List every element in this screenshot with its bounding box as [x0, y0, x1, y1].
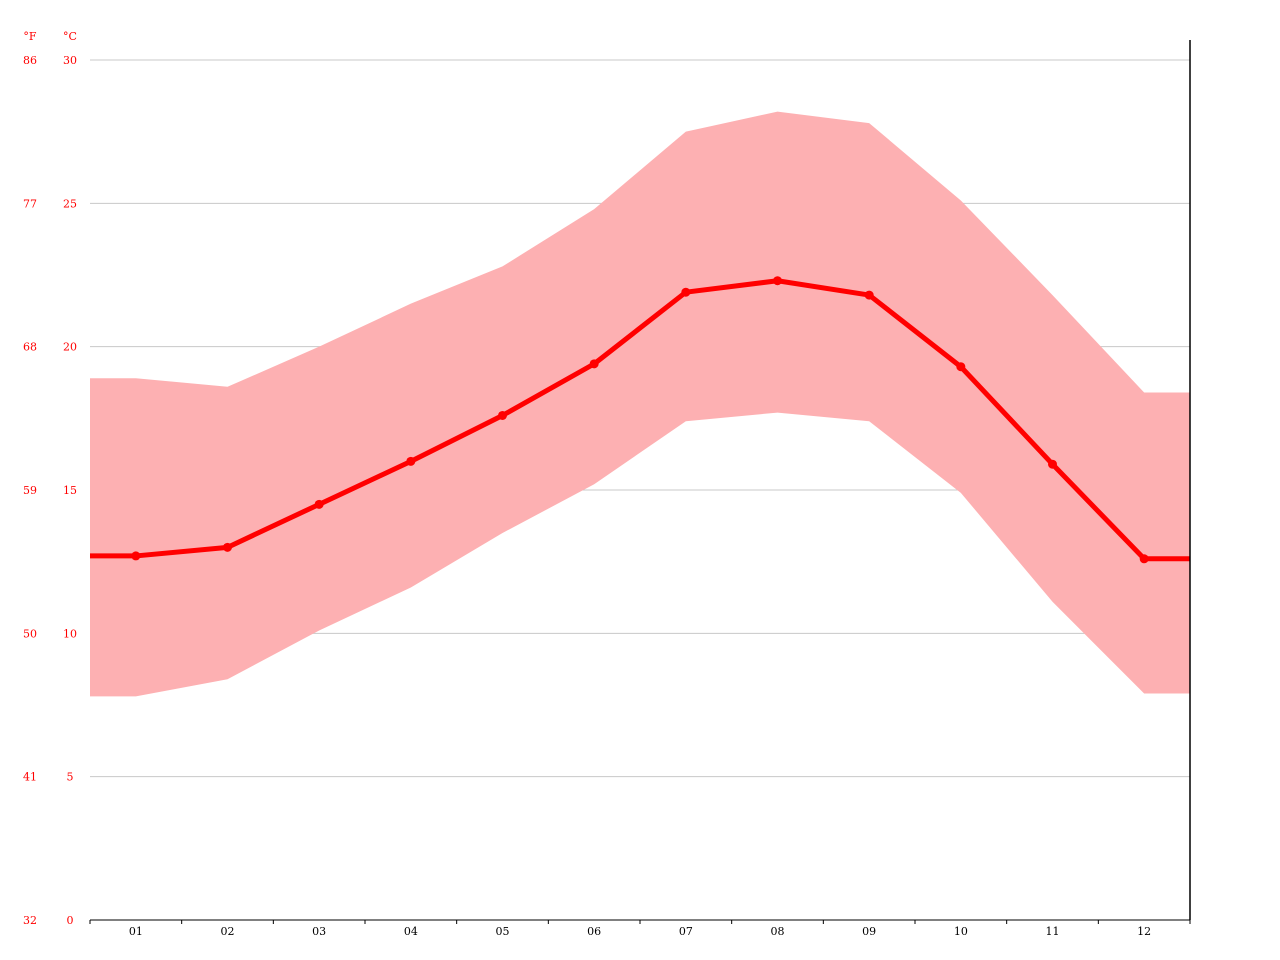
- data-point: [1048, 459, 1057, 469]
- x-tick-label: 04: [404, 925, 418, 938]
- y-tick-label-fahrenheit: 50: [23, 627, 37, 640]
- x-tick-label: 09: [862, 925, 876, 938]
- y-tick-label-celsius: 20: [63, 341, 77, 354]
- data-point: [1139, 554, 1149, 564]
- x-tick-label: 12: [1137, 925, 1151, 938]
- x-tick-label: 05: [496, 925, 510, 938]
- y-tick-label-celsius: 25: [63, 197, 77, 210]
- axes: [89, 40, 1191, 924]
- y-tick-label-fahrenheit: 77: [23, 197, 37, 210]
- data-point: [223, 542, 232, 552]
- y-tick-label-fahrenheit: 86: [23, 54, 37, 67]
- x-tick-label: 07: [679, 925, 693, 938]
- data-point: [406, 456, 416, 466]
- y-tick-label-celsius: 15: [63, 484, 77, 497]
- data-point: [314, 499, 324, 509]
- y-tick-label-fahrenheit: 41: [23, 771, 37, 784]
- data-point: [681, 287, 691, 297]
- data-point: [956, 362, 966, 372]
- y-tick-label-celsius: 5: [67, 771, 74, 784]
- average-temperature-line: [90, 276, 1190, 564]
- x-tick-label: 10: [954, 925, 968, 938]
- x-tick-label: 11: [1046, 925, 1060, 938]
- data-point: [498, 410, 507, 420]
- data-point: [589, 359, 599, 369]
- axis-labels: °F °C 32 0 41 5 50 10 59 15 68 20 77 25 86 30 01 02 03 04…: [23, 30, 1151, 938]
- x-tick-label: 02: [221, 925, 235, 938]
- x-tick-label: 01: [129, 925, 143, 938]
- temperature-range-band: [90, 111, 1190, 697]
- celsius-unit-label: °C: [63, 30, 77, 43]
- y-tick-label-fahrenheit: 59: [23, 484, 37, 497]
- x-tick-label: 06: [587, 925, 601, 938]
- data-point: [773, 276, 782, 286]
- data-point: [864, 290, 874, 300]
- average-line-path: [90, 278, 1190, 562]
- y-tick-label-fahrenheit: 68: [23, 341, 37, 354]
- fahrenheit-unit-label: °F: [23, 30, 37, 43]
- y-tick-label-celsius: 10: [63, 627, 77, 640]
- x-tick-label: 08: [771, 925, 785, 938]
- y-tick-label-fahrenheit: 32: [23, 914, 37, 927]
- y-tick-label-celsius: 0: [67, 914, 74, 927]
- min-max-range-area: [90, 111, 1190, 697]
- y-tick-label-celsius: 30: [63, 54, 77, 67]
- x-tick-label: 03: [312, 925, 326, 938]
- data-point: [131, 551, 141, 561]
